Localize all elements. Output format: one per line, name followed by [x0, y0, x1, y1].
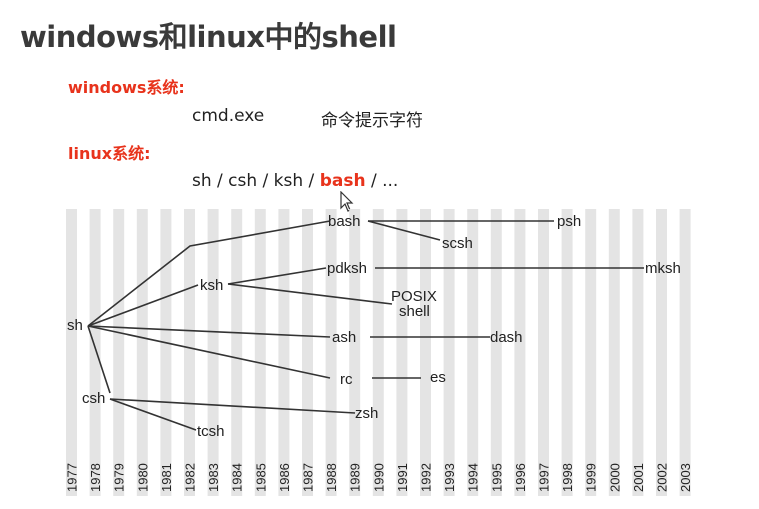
node-bash: bash	[328, 213, 361, 230]
year-label-1987: 1987	[301, 463, 316, 492]
year-label-1993: 1993	[442, 463, 457, 492]
node-dash: dash	[490, 329, 523, 346]
year-label-1984: 1984	[230, 463, 245, 492]
edge-csh-tcsh	[109, 398, 197, 431]
windows-program-description: 命令提示字符	[321, 111, 423, 131]
windows-section-label: windows系统:	[68, 78, 185, 97]
year-stripe-2003	[679, 209, 691, 496]
year-stripe-1989	[349, 209, 361, 496]
year-stripe-1987	[302, 209, 313, 496]
linux-shell-bash-highlight: bash	[319, 171, 366, 191]
year-label-1992: 1992	[419, 463, 434, 492]
year-label-2000: 2000	[607, 463, 622, 492]
year-label-1985: 1985	[253, 463, 268, 492]
year-stripe-1977	[66, 209, 77, 496]
linux-shell-list: sh / csh / ksh / bash / ...	[192, 171, 398, 191]
edge-sh-csh	[87, 325, 111, 394]
year-stripe-1998	[561, 209, 573, 496]
year-label-2003: 2003	[678, 463, 693, 492]
year-stripe-1978	[89, 209, 101, 496]
edge-sh-ksh	[87, 284, 199, 327]
node-pdksh: pdksh	[327, 260, 367, 277]
year-stripe-1985	[254, 209, 266, 496]
year-stripe-1991	[396, 209, 408, 496]
year-label-1977: 1977	[65, 463, 80, 492]
page-title: windows和linux中的shell	[20, 20, 397, 54]
year-labels: 1977 1978 1979 1980 1981 1982 1983 1984 1985 1986…	[65, 463, 694, 492]
edge-sh-rc	[87, 325, 331, 379]
year-stripe-1994	[467, 209, 479, 496]
shell-nodes: bash psh scsh ksh pdksh mksh POSIX shell…	[67, 213, 681, 440]
year-stripe-1986	[278, 209, 290, 496]
edge-bash-scsh	[367, 220, 441, 241]
node-csh: csh	[82, 390, 105, 407]
node-rc: rc	[340, 371, 353, 388]
node-sh: sh	[67, 317, 83, 334]
year-label-1988: 1988	[324, 463, 339, 492]
node-posix-shell: shell	[399, 303, 430, 320]
year-label-1998: 1998	[560, 463, 575, 492]
edge-ksh-posix	[227, 283, 393, 305]
year-stripe-1996	[514, 209, 526, 496]
year-label-1997: 1997	[537, 463, 552, 492]
mouse-cursor-icon	[340, 191, 354, 212]
year-label-1989: 1989	[348, 463, 363, 492]
year-label-1991: 1991	[395, 463, 410, 492]
year-label-1999: 1999	[584, 463, 599, 492]
node-tcsh: tcsh	[197, 423, 225, 440]
year-stripe-1990	[372, 209, 384, 496]
linux-shells-suffix: / ...	[365, 171, 399, 191]
year-stripe-1984	[231, 209, 243, 496]
year-stripe-1982	[184, 209, 195, 496]
year-stripe-1995	[490, 209, 502, 496]
year-label-1983: 1983	[206, 463, 221, 492]
year-stripe-1980	[136, 209, 148, 496]
year-label-1980: 1980	[135, 463, 150, 492]
year-label-2001: 2001	[631, 463, 646, 492]
year-stripe-2002	[656, 209, 667, 496]
year-stripe-2000	[608, 209, 620, 496]
shell-lineage-edges	[87, 220, 644, 431]
year-label-1990: 1990	[371, 463, 386, 492]
edge-sh-ash	[87, 325, 331, 338]
year-label-1978: 1978	[88, 463, 103, 492]
year-stripe-1997	[538, 209, 549, 496]
year-label-1995: 1995	[489, 463, 504, 492]
node-mksh: mksh	[645, 260, 681, 277]
node-es: es	[430, 369, 446, 386]
node-posix: POSIX	[391, 288, 437, 305]
node-psh: psh	[557, 213, 581, 230]
year-stripe-1979	[113, 209, 125, 496]
year-stripe-2001	[632, 209, 644, 496]
year-label-1994: 1994	[466, 463, 481, 492]
year-label-2002: 2002	[655, 463, 670, 492]
year-stripe-1981	[160, 209, 172, 496]
linux-shells-prefix: sh / csh / ksh /	[192, 171, 320, 191]
edge-csh-zsh	[109, 398, 356, 414]
edge-sh-bash	[87, 220, 331, 327]
year-label-1996: 1996	[513, 463, 528, 492]
year-stripe-1988	[325, 209, 337, 496]
year-stripe-1992	[420, 209, 431, 496]
year-stripes	[66, 209, 691, 496]
node-scsh: scsh	[442, 235, 473, 252]
node-ksh: ksh	[200, 277, 223, 294]
linux-section-label: linux系统:	[68, 144, 151, 163]
year-label-1981: 1981	[159, 463, 174, 492]
year-stripe-1993	[443, 209, 455, 496]
windows-program: cmd.exe	[192, 106, 265, 126]
edge-ksh-pdksh	[227, 267, 327, 285]
year-label-1979: 1979	[112, 463, 127, 492]
year-label-1986: 1986	[277, 463, 292, 492]
year-label-1982: 1982	[183, 463, 198, 492]
year-stripe-1999	[585, 209, 597, 496]
node-zsh: zsh	[355, 405, 378, 422]
node-ash: ash	[332, 329, 356, 346]
